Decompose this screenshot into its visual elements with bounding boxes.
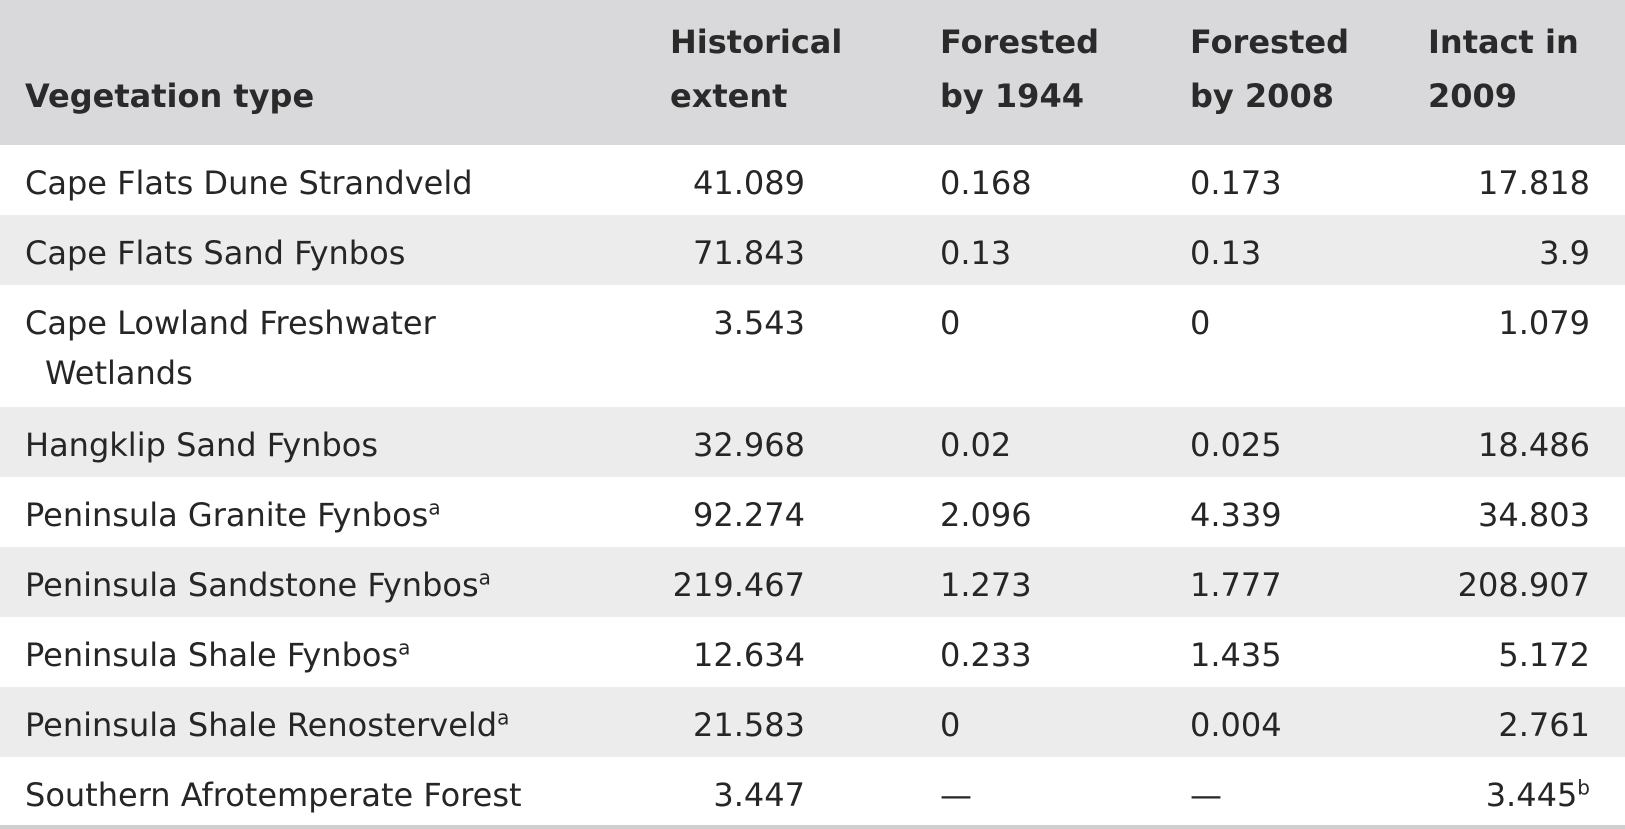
table-row: Cape Flats Dune Strandveld 41.089 0.168 … [0, 145, 1625, 215]
intact-2009-value: 5.172 [1498, 636, 1590, 674]
vegetation-name: Cape Lowland Freshwater Wetlands [0, 285, 640, 407]
forested-1944-value: 0.13 [940, 234, 1012, 272]
historical-extent-value: 41.089 [693, 164, 805, 202]
table-row: Peninsula Shale Renostervelda 21.583 0 0… [0, 687, 1625, 757]
forested-1944-value: 0.233 [940, 636, 1032, 674]
historical-extent-value: 3.447 [713, 776, 805, 814]
table-row: Hangklip Sand Fynbos 32.968 0.02 0.025 1… [0, 407, 1625, 477]
table-row: Cape Flats Sand Fynbos 71.843 0.13 0.13 … [0, 215, 1625, 285]
vegetation-name: Peninsula Shale Renostervelda [25, 705, 510, 744]
forested-2008-value: 0 [1190, 304, 1211, 342]
vegetation-name: Hangklip Sand Fynbos [25, 426, 378, 464]
header-row: Vegetation type Historical extent Foreste… [0, 0, 1625, 145]
forested-2008-value: 0.173 [1190, 164, 1282, 202]
intact-2009-value: 2.761 [1498, 706, 1590, 744]
forested-2008-value: 1.435 [1190, 636, 1282, 674]
table-row: Peninsula Granite Fynbosa 92.274 2.096 4… [0, 477, 1625, 547]
vegetation-name: Southern Afrotemperate Forest [25, 776, 522, 814]
footnote-marker: a [428, 495, 441, 520]
table-row: Peninsula Sandstone Fynbosa 219.467 1.27… [0, 547, 1625, 617]
forested-1944-value: 0 [940, 304, 961, 342]
intact-2009-value: 208.907 [1457, 566, 1590, 604]
forested-2008-value: 1.777 [1190, 566, 1282, 604]
intact-2009-value: 1.079 [1498, 304, 1590, 342]
forested-2008-value: 4.339 [1190, 496, 1282, 534]
intact-2009-value: 34.803 [1478, 496, 1590, 534]
table-row: Southern Afrotemperate Forest 3.447 — — … [0, 757, 1625, 827]
vegetation-name: Cape Flats Dune Strandveld [25, 164, 473, 202]
forested-1944-value: — [940, 776, 972, 814]
forested-2008-value: 0.13 [1190, 234, 1262, 272]
historical-extent-value: 12.634 [693, 636, 805, 674]
historical-extent-value: 219.467 [672, 566, 805, 604]
historical-extent-value: 71.843 [693, 234, 805, 272]
header-historical-extent: Historical extent [670, 23, 843, 115]
vegetation-name-continued: Wetlands [45, 354, 193, 392]
intact-2009-value: 18.486 [1478, 426, 1590, 464]
historical-extent-value: 21.583 [693, 706, 805, 744]
table-header: Vegetation type Historical extent Foreste… [0, 0, 1625, 145]
table-row: Peninsula Shale Fynbosa 12.634 0.233 1.4… [0, 617, 1625, 687]
forested-1944-value: 0.168 [940, 164, 1032, 202]
header-vegetation-type: Vegetation type [25, 77, 315, 115]
historical-extent-value: 3.543 [713, 304, 805, 342]
vegetation-name: Peninsula Shale Fynbosa [25, 635, 411, 674]
footnote-marker: a [478, 565, 491, 590]
table-row: Cape Lowland Freshwater Wetlands 3.543 0 … [0, 285, 1625, 407]
vegetation-name: Cape Flats Sand Fynbos [25, 234, 406, 272]
footnote-marker: a [398, 635, 411, 660]
header-forested-2008: Forested by 2008 [1190, 23, 1349, 115]
forested-2008-value: 0.004 [1190, 706, 1282, 744]
intact-2009-value: 3.9 [1539, 234, 1590, 272]
table-body: Cape Flats Dune Strandveld 41.089 0.168 … [0, 145, 1625, 827]
forested-1944-value: 1.273 [940, 566, 1032, 604]
footnote-marker: b [1577, 775, 1590, 800]
vegetation-name: Peninsula Granite Fynbosa [25, 495, 441, 534]
intact-2009-value: 17.818 [1478, 164, 1590, 202]
header-forested-1944: Forested by 1944 [940, 23, 1099, 115]
forested-1944-value: 2.096 [940, 496, 1032, 534]
intact-2009-value: 3.445b [1485, 775, 1590, 814]
forested-1944-value: 0 [940, 706, 961, 744]
historical-extent-value: 32.968 [693, 426, 805, 464]
forested-2008-value: — [1190, 776, 1222, 814]
table-bottom-rule [0, 825, 1625, 829]
header-intact-2009: Intact in 2009 [1428, 23, 1579, 115]
footnote-marker: a [497, 705, 510, 730]
historical-extent-value: 92.274 [693, 496, 805, 534]
vegetation-name: Peninsula Sandstone Fynbosa [25, 565, 491, 604]
forested-2008-value: 0.025 [1190, 426, 1282, 464]
forested-1944-value: 0.02 [940, 426, 1012, 464]
